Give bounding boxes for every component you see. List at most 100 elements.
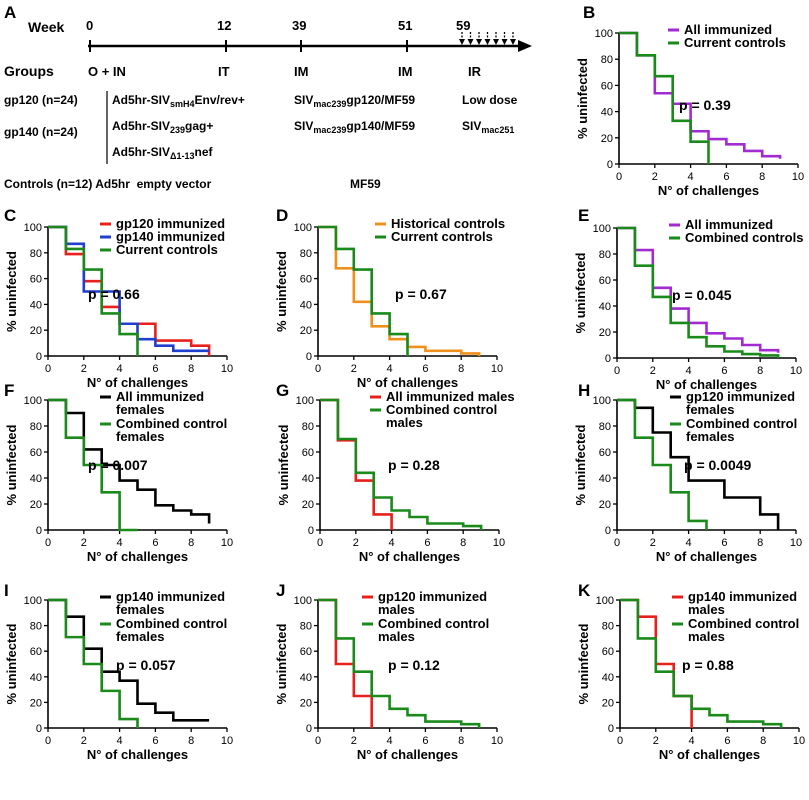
x-tick-label: 0 xyxy=(317,537,323,549)
y-tick-label: 100 xyxy=(593,223,611,235)
survival-curve-green xyxy=(48,225,139,356)
x-axis-label: N° of challenges xyxy=(87,549,188,564)
vector-gag: Ad5hr-SIV239gag+ xyxy=(112,119,213,135)
y-tick-label: 40 xyxy=(300,672,312,684)
x-tick-label: 6 xyxy=(152,537,158,549)
survival-curve-green xyxy=(617,226,780,358)
y-tick-label: 20 xyxy=(599,499,611,511)
week-0: 0 xyxy=(86,18,93,33)
chart-panel-c: C 0 20 40 60 80 100 0 2 4 6 8 10 N° of challenges % un… xyxy=(4,206,233,390)
chart-panel-k: K 0 20 40 60 80 100 0 2 4 6 8 10 N° of challenges % un… xyxy=(576,581,805,762)
legend-label: males xyxy=(378,629,415,644)
survival-curve-green xyxy=(619,31,710,164)
legend-label: Combined control xyxy=(378,616,489,631)
x-axis-label: N° of challenges xyxy=(659,747,760,762)
timeline-ticks xyxy=(89,40,408,52)
legend-label: Current controls xyxy=(391,229,493,244)
route-week-12: IT xyxy=(218,64,230,79)
p-value-annotation: p = 0.045 xyxy=(672,287,732,303)
y-tick-label: 100 xyxy=(296,395,314,407)
y-tick-label: 100 xyxy=(294,222,312,234)
panel-letter-c: C xyxy=(4,206,16,225)
x-tick-label: 2 xyxy=(650,537,656,549)
legend-label: All immunized xyxy=(684,22,772,37)
legend-label: gp120 immunized xyxy=(116,216,225,231)
y-tick-label: 60 xyxy=(602,646,614,658)
survival-curve-green xyxy=(617,398,708,530)
panel-letter-i: I xyxy=(4,581,9,600)
chart-panel-h: H 0 20 40 60 80 100 0 2 4 6 8 10 N° of challenges % un… xyxy=(573,381,802,564)
x-tick-label: 8 xyxy=(759,171,765,183)
x-tick-label: 6 xyxy=(152,363,158,375)
panel-letter-h: H xyxy=(578,381,590,400)
p-value-annotation: p = 0.39 xyxy=(679,97,731,113)
x-tick-label: 4 xyxy=(117,735,123,747)
x-axis-label: N° of challenges xyxy=(359,549,460,564)
y-tick-label: 0 xyxy=(607,159,613,171)
panel-letter-k: K xyxy=(578,581,591,600)
groups-label: Groups xyxy=(4,63,54,79)
survival-curve-purple xyxy=(619,31,782,159)
legend-label: Current controls xyxy=(684,35,786,50)
x-axis-label: N° of challenges xyxy=(658,183,759,198)
y-tick-label: 80 xyxy=(599,421,611,433)
boost-gp120: SIVmac239gp120/MF59 xyxy=(294,93,415,109)
x-tick-label: 4 xyxy=(686,537,692,549)
panel-letter-a: A xyxy=(4,3,16,22)
chart-panel-e: E 0 20 40 60 80 100 0 2 4 6 8 10 N° of challenges % un… xyxy=(573,206,803,392)
p-value-annotation: p = 0.67 xyxy=(395,286,447,302)
x-tick-label: 4 xyxy=(689,735,695,747)
legend-label: Combined control xyxy=(116,416,227,431)
x-tick-label: 4 xyxy=(387,363,393,375)
y-tick-label: 0 xyxy=(605,525,611,537)
x-tick-label: 6 xyxy=(724,735,730,747)
x-tick-label: 10 xyxy=(221,735,233,747)
chart-panel-d: D 0 20 40 60 80 100 0 2 4 6 8 10 N° of challenges % un… xyxy=(274,206,505,390)
x-tick-label: 2 xyxy=(652,171,658,183)
group-gp120: gp120 (n=24) xyxy=(4,93,78,107)
legend-label: males xyxy=(688,629,725,644)
x-tick-label: 2 xyxy=(351,735,357,747)
x-tick-label: 0 xyxy=(45,363,51,375)
legend-label: males xyxy=(386,415,423,430)
y-tick-label: 80 xyxy=(302,421,314,433)
x-tick-label: 4 xyxy=(686,365,692,377)
p-value-annotation: p = 0.007 xyxy=(88,457,148,473)
x-axis-label: N° of challenges xyxy=(357,375,458,390)
y-axis-label: % uninfected xyxy=(4,424,19,505)
survival-curve-green xyxy=(48,598,139,728)
legend-label: gp140 immunized xyxy=(688,589,797,604)
y-axis-label: % uninfected xyxy=(276,424,291,505)
x-tick-label: 4 xyxy=(117,363,123,375)
x-tick-label: 6 xyxy=(721,365,727,377)
y-tick-label: 60 xyxy=(302,447,314,459)
route-week-39: IM xyxy=(294,64,308,79)
challenge-arrow-head xyxy=(476,39,482,45)
x-tick-label: 2 xyxy=(353,537,359,549)
x-tick-label: 0 xyxy=(315,735,321,747)
x-tick-label: 8 xyxy=(188,735,194,747)
x-tick-label: 8 xyxy=(757,537,763,549)
x-tick-label: 10 xyxy=(491,363,503,375)
y-axis-label: % uninfected xyxy=(573,252,588,333)
survival-curve-blue xyxy=(48,225,210,353)
x-tick-label: 8 xyxy=(760,735,766,747)
y-tick-label: 40 xyxy=(599,473,611,485)
y-tick-label: 0 xyxy=(605,353,611,365)
y-tick-label: 20 xyxy=(601,133,613,145)
challenge-arrows xyxy=(459,32,516,45)
panel-letter-d: D xyxy=(276,206,288,225)
vector-nef: Ad5hr-SIVΔ1-13nef xyxy=(112,145,214,161)
challenge-arrow-head xyxy=(493,39,499,45)
y-tick-label: 80 xyxy=(30,421,42,433)
legend-label: Combined controls xyxy=(685,230,803,245)
x-tick-label: 8 xyxy=(188,537,194,549)
x-tick-label: 6 xyxy=(721,537,727,549)
x-tick-label: 4 xyxy=(387,735,393,747)
y-tick-label: 0 xyxy=(608,723,614,735)
y-tick-label: 20 xyxy=(30,499,42,511)
y-tick-label: 100 xyxy=(24,222,42,234)
x-tick-label: 2 xyxy=(81,735,87,747)
x-tick-label: 10 xyxy=(790,537,802,549)
